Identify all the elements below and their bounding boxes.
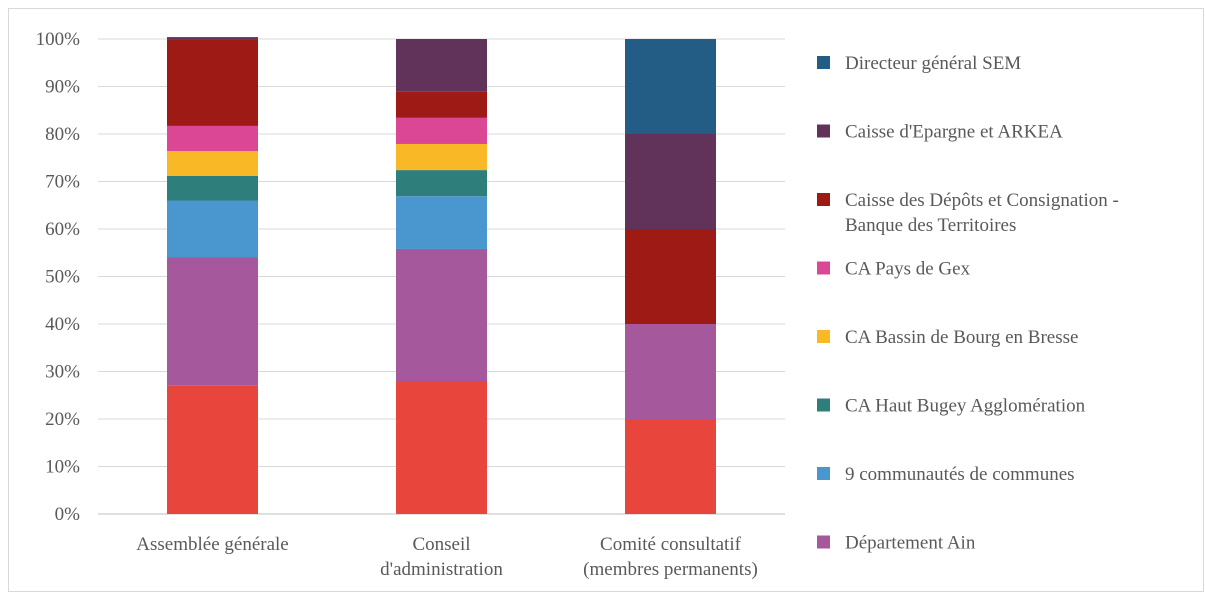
y-tick-label: 70% bbox=[45, 172, 80, 193]
bar-segment bbox=[396, 91, 487, 118]
legend-swatch bbox=[817, 467, 830, 480]
legend-label: CA Bassin de Bourg en Bresse bbox=[845, 327, 1078, 348]
bar-segment bbox=[167, 39, 258, 126]
y-tick-label: 50% bbox=[45, 267, 80, 288]
bar-segment bbox=[167, 37, 258, 40]
legend-swatch bbox=[817, 398, 830, 412]
y-tick-label: 30% bbox=[45, 362, 80, 383]
bar-segment bbox=[625, 229, 716, 324]
bar-segment bbox=[625, 324, 716, 419]
y-tick-label: 0% bbox=[55, 504, 81, 525]
legend-swatch bbox=[817, 124, 830, 138]
bar-segment bbox=[167, 125, 258, 152]
legend-label: Directeur général SEM bbox=[845, 53, 1021, 74]
legend-label: CA Haut Bugey Agglomération bbox=[845, 396, 1086, 417]
x-tick-label: Assemblée générale bbox=[136, 534, 288, 555]
bar-segment bbox=[396, 170, 487, 197]
legend-label: Banque des Territoires bbox=[845, 215, 1016, 236]
x-axis: Assemblée générale Conseil d'administratio… bbox=[136, 534, 758, 580]
legend-swatch bbox=[817, 535, 830, 549]
bar-segment bbox=[167, 200, 258, 258]
bar-segment bbox=[396, 381, 487, 514]
y-tick-label: 20% bbox=[45, 409, 80, 430]
bar-segment bbox=[625, 419, 716, 514]
chart-frame bbox=[8, 8, 1204, 592]
legend-swatch bbox=[817, 193, 830, 206]
y-tick-label: 90% bbox=[45, 77, 80, 98]
legend-label: CA Pays de Gex bbox=[845, 259, 971, 280]
legend-swatch bbox=[817, 261, 830, 275]
legend-label: Caisse d'Epargne et ARKEA bbox=[845, 122, 1063, 143]
bar-segment bbox=[167, 151, 258, 176]
bar-segment bbox=[396, 117, 487, 144]
y-axis: 0% 10% 20% 30% 40% 50% 60% 70% 80% 90% 100% bbox=[36, 29, 81, 525]
legend-label: Caisse des Dépôts et Consignation - bbox=[845, 190, 1119, 211]
bars bbox=[167, 37, 716, 514]
legend-label: 9 communautés de communes bbox=[845, 464, 1075, 485]
y-tick-label: 40% bbox=[45, 314, 80, 335]
bar-segment bbox=[396, 248, 487, 381]
bar-segment bbox=[167, 385, 258, 514]
y-tick-label: 10% bbox=[45, 457, 80, 478]
x-tick-label: Conseil bbox=[412, 534, 470, 555]
legend-swatch bbox=[817, 56, 830, 69]
bar-segment bbox=[396, 39, 487, 92]
y-tick-label: 60% bbox=[45, 219, 80, 240]
legend-label: Département Ain bbox=[845, 533, 976, 554]
y-tick-label: 80% bbox=[45, 124, 80, 145]
bar-segment bbox=[625, 39, 716, 134]
bar-segment bbox=[167, 175, 258, 201]
bar-segment bbox=[396, 143, 487, 171]
legend-swatch bbox=[817, 330, 830, 343]
bar-segment bbox=[167, 257, 258, 386]
x-tick-label: Comité consultatif bbox=[600, 534, 742, 555]
x-tick-label: (membres permanents) bbox=[583, 559, 758, 580]
legend: Directeur général SEM Caisse d'Epargne et… bbox=[817, 53, 1119, 554]
bar-segment bbox=[396, 196, 487, 249]
y-tick-label: 100% bbox=[36, 29, 81, 50]
x-tick-label: d'administration bbox=[380, 559, 503, 580]
bar-segment bbox=[625, 134, 716, 229]
